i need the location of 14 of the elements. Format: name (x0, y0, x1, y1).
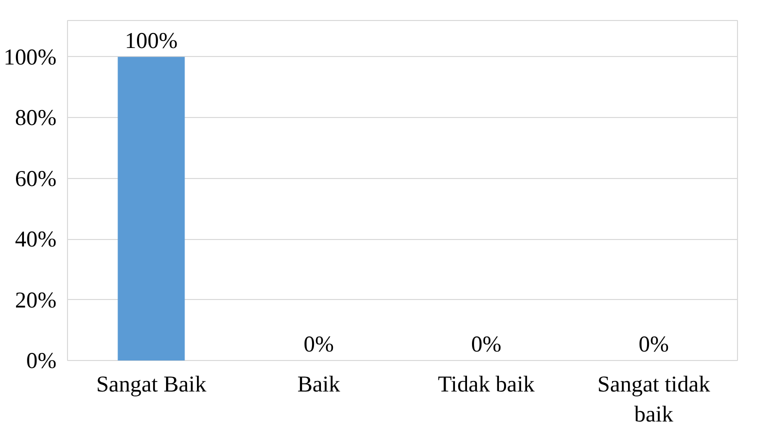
y-tick-label: 40% (14, 226, 57, 252)
data-label: 0% (304, 332, 334, 356)
y-tick-label: 20% (14, 287, 57, 312)
x-tick-label: Sangat tidak baik (597, 372, 711, 426)
y-tick-label: 60% (14, 166, 57, 191)
data-label: 0% (638, 332, 669, 356)
x-tick-label: Baik (297, 372, 341, 396)
x-tick-label: Sangat Baik (96, 372, 207, 396)
data-label: 100% (124, 28, 178, 53)
y-tick-label: 100% (4, 44, 57, 70)
y-tick-label: 0% (26, 348, 57, 373)
x-tick-label: Tidak baik (438, 372, 536, 396)
y-tick-label: 80% (14, 105, 57, 130)
data-label: 0% (471, 332, 502, 356)
